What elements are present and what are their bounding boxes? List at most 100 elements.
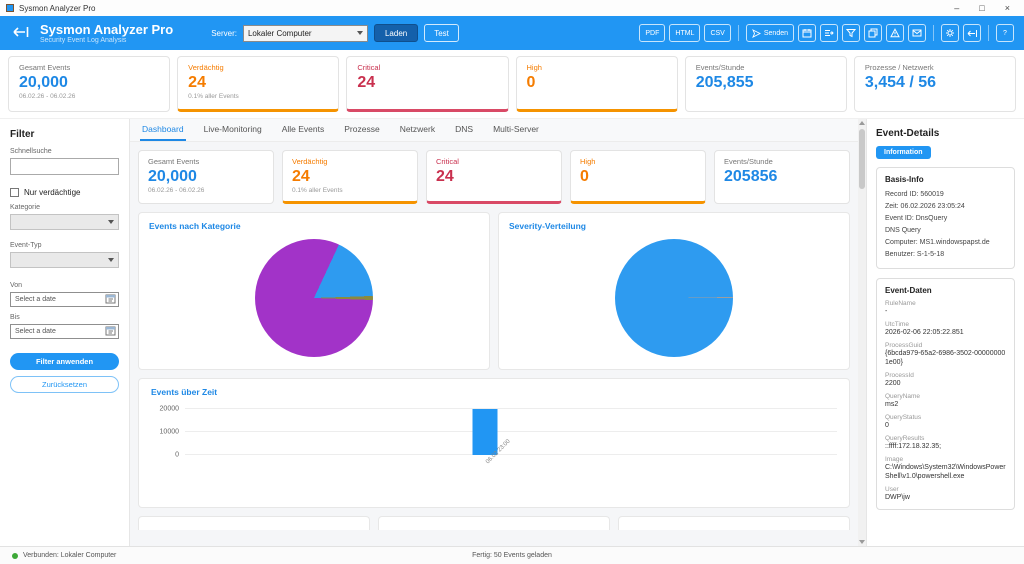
- export-format-button[interactable]: PDF: [639, 24, 666, 42]
- field-key: QueryName: [885, 393, 921, 400]
- chevron-down-icon: [108, 220, 114, 224]
- stat-value: 0: [526, 74, 536, 91]
- bar-chart-title: Events über Zeit: [151, 387, 218, 397]
- resize-button[interactable]: [963, 24, 981, 42]
- gridline: [185, 431, 837, 432]
- tab[interactable]: DNS: [453, 124, 475, 141]
- category-label: Kategorie: [10, 204, 40, 211]
- field-value: ms2: [885, 401, 899, 408]
- stat-label: Critical: [357, 63, 381, 72]
- tab[interactable]: Prozesse: [342, 124, 381, 141]
- alert-button[interactable]: [886, 24, 904, 42]
- stat-sub: 06.02.26 - 06.02.26: [148, 187, 205, 194]
- suspicious-only-checkbox[interactable]: [10, 188, 19, 197]
- apply-filter-button[interactable]: Filter anwenden: [10, 353, 119, 370]
- stat-sub: [696, 93, 836, 101]
- stat-value: 20,000: [148, 168, 197, 185]
- field-value: ::ffff:172.18.32.35;: [885, 443, 942, 450]
- scroll-down-icon[interactable]: [859, 540, 865, 544]
- tab[interactable]: Netzwerk: [398, 124, 437, 141]
- stat-value: 24: [436, 168, 454, 185]
- arrow-to-bar-icon: [967, 29, 978, 38]
- send-button[interactable]: Senden: [745, 24, 794, 42]
- close-button[interactable]: ×: [1004, 3, 1010, 13]
- tab[interactable]: Alle Events: [280, 124, 327, 141]
- quick-search-input[interactable]: [10, 158, 119, 175]
- filter-icon: [846, 28, 856, 38]
- eventtype-select[interactable]: [10, 252, 119, 268]
- events-over-time-card: Events über Zeit 0 10000 20000 06.02 23:00: [138, 378, 850, 508]
- event-data-field: RuleName -: [885, 300, 1006, 316]
- filter-button[interactable]: [842, 24, 860, 42]
- toolbar-divider: [988, 25, 989, 41]
- export-format-button[interactable]: HTML: [669, 24, 701, 42]
- server-select[interactable]: Lokaler Computer: [242, 24, 368, 42]
- bar: [472, 409, 498, 455]
- field-value: {6bcda979-65a2-6986-3502-000000001e00}: [885, 350, 1006, 366]
- suspicious-only-label: Nur verdächtige: [24, 188, 81, 197]
- filter-title: Filter: [10, 129, 35, 140]
- tab-bar: Dashboard Live-Monitoring Alle Events Pr…: [130, 119, 858, 142]
- stat-value: 0: [580, 168, 589, 185]
- y-axis-tick: 10000: [159, 428, 179, 436]
- help-button[interactable]: ?: [996, 24, 1014, 42]
- connection-status-icon: [12, 552, 18, 559]
- mail-icon: [912, 28, 922, 38]
- calendar-button[interactable]: [798, 24, 816, 42]
- calendar-icon: [802, 28, 812, 38]
- tab[interactable]: Multi-Server: [491, 124, 541, 141]
- app-title: Sysmon Analyzer Pro: [40, 21, 174, 37]
- basis-info-line: Computer: MS1.windowspapst.de: [885, 239, 990, 246]
- date-to-placeholder: Select a date: [15, 328, 56, 335]
- main-scrollbar[interactable]: [858, 119, 866, 546]
- event-data-field: Image C:\Windows\System32\WindowsPowerSh…: [885, 456, 1006, 481]
- tab[interactable]: Live-Monitoring: [202, 124, 264, 141]
- information-badge[interactable]: Information: [876, 146, 931, 159]
- date-from-input[interactable]: Select a date: [10, 292, 119, 307]
- tasks-button[interactable]: [820, 24, 838, 42]
- pie-chart-title: Severity-Verteilung: [509, 221, 587, 231]
- stat-sub: 06.02.26 - 06.02.26: [19, 93, 76, 100]
- dashboard-stat-card: Events/Stunde 205856: [714, 150, 850, 204]
- status-left-text: Verbunden: Lokaler Computer: [23, 552, 117, 559]
- date-to-input[interactable]: Select a date: [10, 324, 119, 339]
- field-key: Image: [885, 456, 904, 463]
- app-header: Sysmon Analyzer Pro Security Event Log A…: [0, 16, 1024, 50]
- app-icon: [6, 4, 14, 12]
- stat-value: 24: [188, 74, 206, 91]
- stat-label: Gesamt Events: [19, 63, 71, 72]
- window-title: Sysmon Analyzer Pro: [19, 3, 96, 13]
- partial-card: [138, 516, 370, 530]
- settings-button[interactable]: [941, 24, 959, 42]
- body: Filter Schnellsuche Nur verdächtige Kate…: [0, 118, 1024, 546]
- category-select[interactable]: [10, 214, 119, 230]
- stat-sub: 0.1% aller Events: [188, 93, 239, 100]
- server-block: Server: Lokaler Computer Laden Test: [211, 24, 459, 42]
- gear-icon: [945, 28, 955, 38]
- stat-sub: [357, 93, 497, 101]
- tab[interactable]: Dashboard: [140, 124, 186, 141]
- bar-plot: [185, 408, 837, 455]
- gridline: [185, 408, 837, 409]
- copy-button[interactable]: [864, 24, 882, 42]
- reset-filter-button[interactable]: Zurücksetzen: [10, 376, 119, 393]
- mail-button[interactable]: [908, 24, 926, 42]
- scrollbar-thumb[interactable]: [859, 129, 865, 189]
- events-by-category-pie-chart: [255, 239, 373, 357]
- minimize-button[interactable]: –: [954, 3, 960, 13]
- event-data-field: User DWP\jw: [885, 486, 1006, 502]
- summary-card: Prozesse / Netzwerk 3,454 / 56: [853, 56, 1017, 112]
- event-data-field: QueryResults ::ffff:172.18.32.35;: [885, 435, 1006, 451]
- export-format-button[interactable]: CSV: [704, 24, 731, 42]
- quick-search-label: Schnellsuche: [10, 148, 52, 155]
- test-button[interactable]: Test: [424, 24, 459, 42]
- maximize-button[interactable]: □: [979, 3, 985, 13]
- back-button[interactable]: [10, 26, 32, 41]
- date-to-label: Bis: [10, 314, 20, 321]
- help-icon: ?: [1003, 29, 1007, 37]
- scroll-up-icon[interactable]: [859, 121, 865, 125]
- stat-label: Events/Stunde: [695, 63, 745, 72]
- stat-value: 205,855: [695, 74, 754, 91]
- load-button[interactable]: Laden: [373, 24, 419, 42]
- date-from-placeholder: Select a date: [15, 296, 56, 303]
